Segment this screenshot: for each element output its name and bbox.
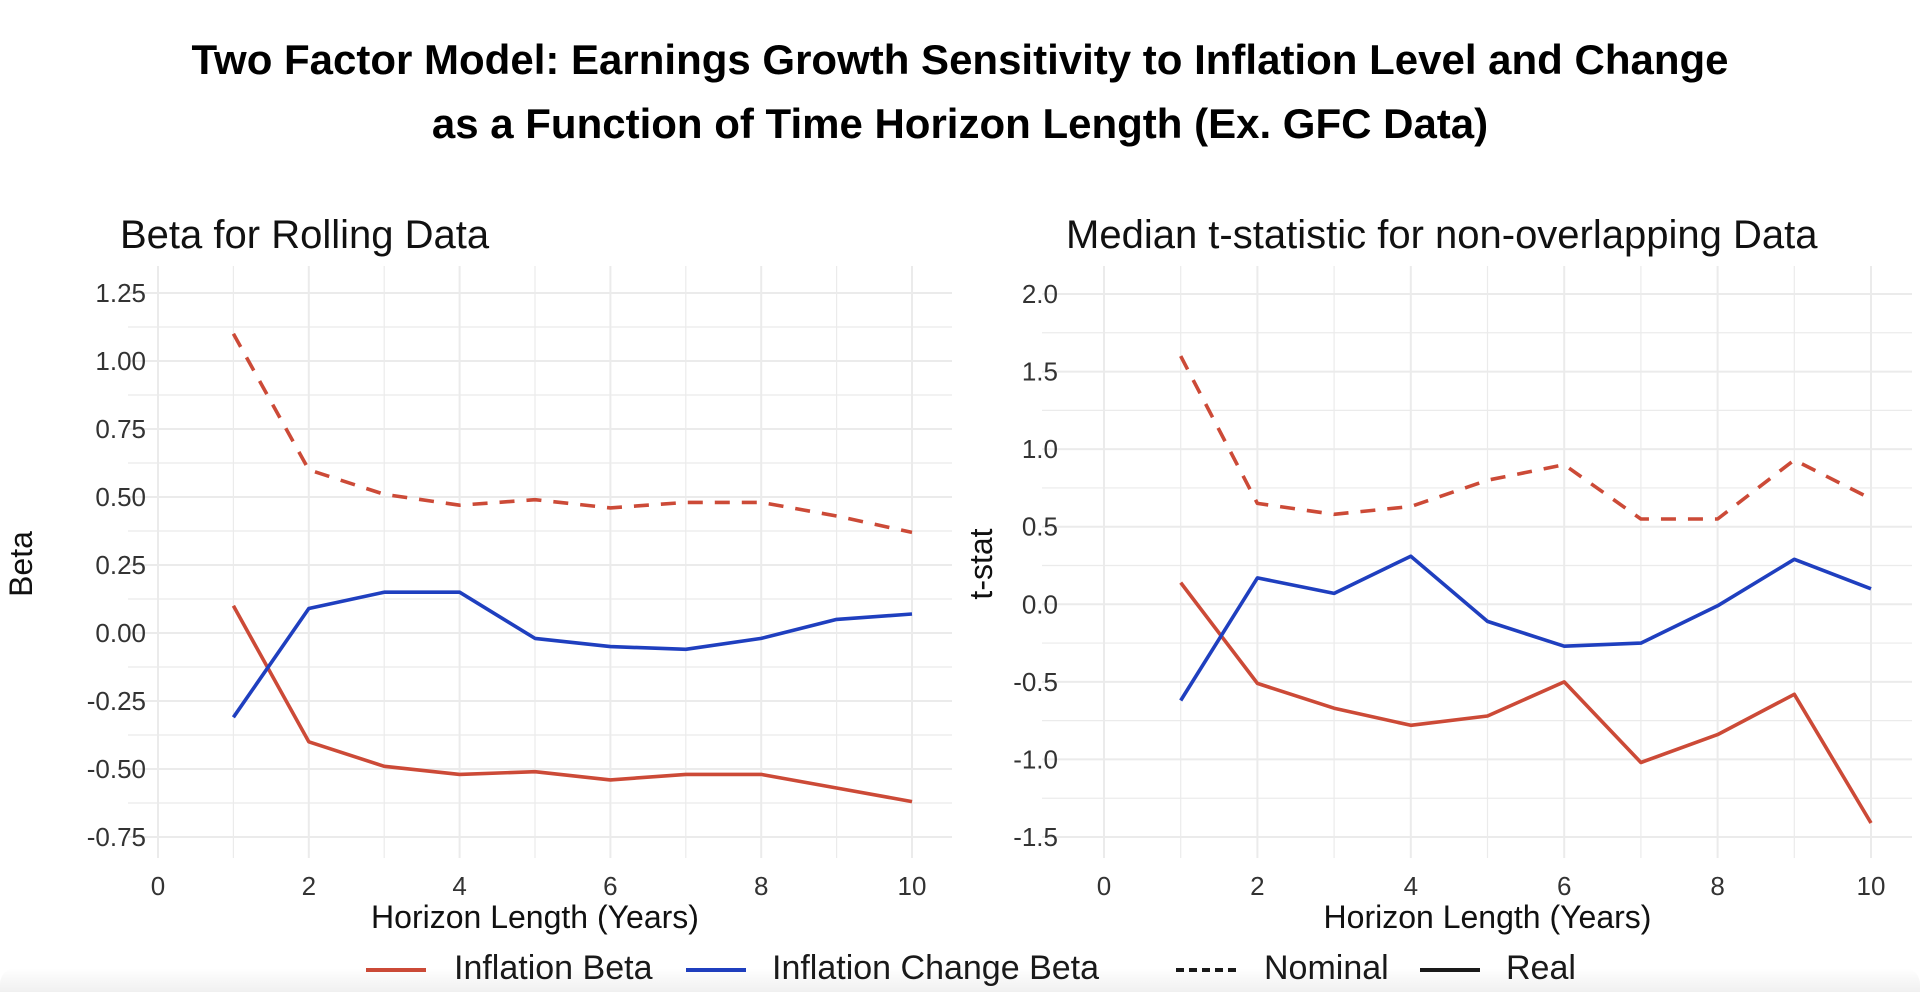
beta-x-tick-label: 8: [754, 871, 768, 901]
tstat-x-tick-label: 2: [1250, 871, 1264, 901]
tstat-x-tick-label: 0: [1097, 871, 1111, 901]
beta-y-tick-label: -0.25: [87, 686, 146, 716]
tstat-x-axis-label: Horizon Length (Years): [1324, 899, 1652, 935]
tstat-y-tick-label: 1.5: [1022, 357, 1058, 387]
beta-x-tick-label: 2: [302, 871, 316, 901]
tstat-x-tick-label: 6: [1557, 871, 1571, 901]
tstat-series-inflation-beta-real-line: [1179, 581, 1873, 824]
beta-y-tick-label: 1.00: [95, 346, 146, 376]
tstat-y-tick-label: 1.0: [1022, 434, 1058, 464]
beta-x-tick-label: 0: [151, 871, 165, 901]
beta-y-tick-label: 0.50: [95, 482, 146, 512]
tstat-chart-title: Median t-statistic for non-overlapping D…: [1066, 213, 1818, 257]
beta-x-tick-label: 6: [603, 871, 617, 901]
window-bottom-shadow: [0, 968, 1920, 992]
legend-swatch-inflation-change-beta: [686, 968, 746, 972]
beta-x-axis-label: Horizon Length (Years): [371, 899, 699, 935]
legend-label-inflation-beta: Inflation Beta: [454, 948, 652, 988]
tstat-x-tick-label: 8: [1710, 871, 1724, 901]
beta-y-tick-label: 0.25: [95, 550, 146, 580]
legend: Inflation Beta Inflation Change Beta Nom…: [0, 942, 1920, 992]
legend-label-real: Real: [1506, 948, 1576, 988]
beta-series-inflation-beta-nominal-line: [231, 332, 913, 535]
beta-chart-title: Beta for Rolling Data: [120, 213, 490, 257]
legend-swatch-nominal: [1176, 968, 1236, 972]
beta-y-tick-label: -0.75: [87, 822, 146, 852]
tstat-y-axis-label: t-stat: [963, 528, 999, 599]
beta-series-inflation-change-beta-real-line: [231, 590, 913, 719]
tstat-y-tick-label: -0.5: [1013, 667, 1058, 697]
legend-swatch-inflation-beta: [366, 968, 426, 972]
legend-label-nominal: Nominal: [1264, 948, 1389, 988]
tstat-series-inflation-change-beta-real-line: [1179, 554, 1872, 702]
beta-y-axis-label: Beta: [3, 531, 39, 597]
tstat-y-tick-label: 0.5: [1022, 512, 1058, 542]
beta-y-tick-label: -0.50: [87, 754, 146, 784]
beta-y-tick-label: 1.25: [95, 278, 146, 308]
beta-y-tick-label: 0.00: [95, 618, 146, 648]
legend-swatch-real: [1420, 968, 1480, 972]
tstat-x-tick-label: 4: [1404, 871, 1418, 901]
tstat-x-tick-label: 10: [1857, 871, 1886, 901]
beta-x-tick-label: 10: [898, 871, 927, 901]
beta-series-inflation-beta-real-line: [231, 604, 913, 804]
beta-y-tick-label: 0.75: [95, 414, 146, 444]
tstat-y-tick-label: 2.0: [1022, 279, 1058, 309]
beta-x-tick-label: 4: [452, 871, 466, 901]
figure-title-line-1: Two Factor Model: Earnings Growth Sensit…: [191, 36, 1729, 83]
tstat-y-tick-label: 0.0: [1022, 589, 1058, 619]
tstat-series-inflation-beta-nominal-line: [1179, 355, 1872, 521]
figure-title-line-2: as a Function of Time Horizon Length (Ex…: [431, 100, 1489, 147]
legend-label-inflation-change-beta: Inflation Change Beta: [772, 948, 1099, 988]
tstat-y-tick-label: -1.5: [1013, 822, 1058, 852]
tstat-y-tick-label: -1.0: [1013, 744, 1058, 774]
